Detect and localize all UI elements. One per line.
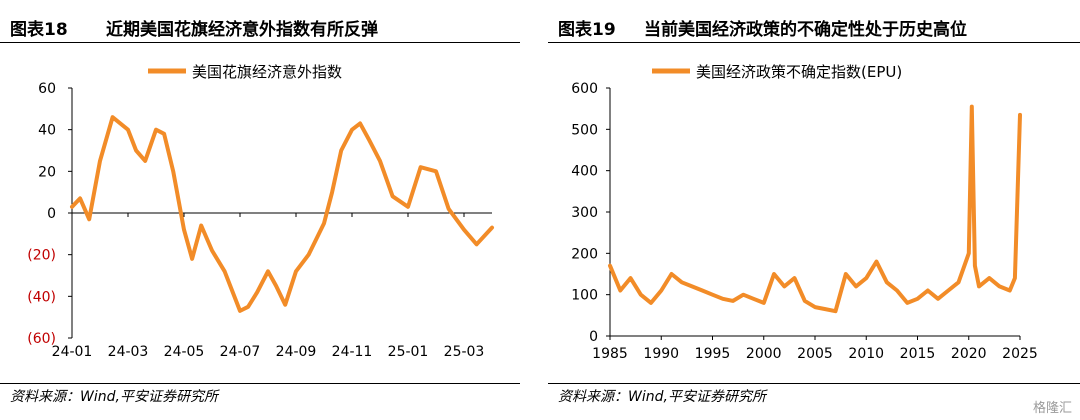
figure-label: 图表19 bbox=[558, 20, 616, 40]
source-note: 资料来源：Wind,平安证券研究所 bbox=[10, 389, 218, 405]
title-divider bbox=[0, 42, 520, 43]
watermark-logo: 格隆汇 bbox=[1032, 401, 1072, 416]
chart-panel-left: 图表18 近期美国花旗经济意外指数有所反弹 60 40 20 0 (20) (40) (60… bbox=[0, 0, 520, 420]
title-divider bbox=[548, 42, 1080, 43]
x-tick-label: 2005 bbox=[797, 346, 833, 362]
x-tick-label: 24-03 bbox=[108, 344, 149, 360]
x-tick-label: 25-01 bbox=[388, 344, 429, 360]
series-line bbox=[608, 104, 1022, 314]
y-tick-label: 40 bbox=[38, 123, 56, 139]
source-divider bbox=[548, 383, 1080, 384]
y-tick-label: 400 bbox=[571, 164, 598, 180]
x-tick-label: 24-09 bbox=[276, 344, 317, 360]
citi-surprise-chart: 60 40 20 0 (20) (40) (60)24-01 24-03 24-05 24-07 2… bbox=[27, 63, 494, 360]
x-tick-label: 2010 bbox=[848, 346, 884, 362]
x-tick-label: 24-01 bbox=[52, 344, 93, 360]
y-tick-label: 0 bbox=[47, 206, 56, 222]
figure-title-row: 图表19 当前美国经济政策的不确定性处于历史高位 bbox=[548, 10, 1080, 40]
x-tick-label: 2015 bbox=[900, 346, 936, 362]
figure-title-row: 图表18 近期美国花旗经济意外指数有所反弹 bbox=[0, 10, 520, 40]
figure-title: 当前美国经济政策的不确定性处于历史高位 bbox=[644, 20, 967, 40]
y-tick-label: 500 bbox=[571, 122, 598, 138]
legend-label: 美国花旗经济意外指数 bbox=[192, 63, 342, 81]
y-tick-label: (20) bbox=[27, 248, 56, 264]
y-tick-label: 300 bbox=[571, 205, 598, 221]
figure-label: 图表18 bbox=[10, 20, 68, 40]
y-tick-label: (60) bbox=[27, 331, 56, 347]
x-tick-label: 2020 bbox=[951, 346, 987, 362]
x-tick-label: 25-03 bbox=[444, 344, 485, 360]
x-tick-label: 2025 bbox=[1002, 346, 1038, 362]
y-tick-label: 20 bbox=[38, 164, 56, 180]
y-tick-label: 0 bbox=[589, 329, 598, 345]
x-tick-label: 24-11 bbox=[332, 344, 373, 360]
y-tick-label: 60 bbox=[38, 81, 56, 97]
x-tick-label: 24-07 bbox=[220, 344, 261, 360]
y-tick-label: 600 bbox=[571, 81, 598, 97]
figure-title: 近期美国花旗经济意外指数有所反弹 bbox=[106, 20, 378, 40]
x-tick-label: 1985 bbox=[592, 346, 628, 362]
x-tick-label: 1995 bbox=[695, 346, 731, 362]
source-divider bbox=[0, 383, 520, 384]
source-note: 资料来源：Wind,平安证券研究所 bbox=[558, 389, 766, 405]
chart-panel-right: 图表19 当前美国经济政策的不确定性处于历史高位 0 100 200 300 400 50… bbox=[548, 0, 1080, 420]
legend-label: 美国经济政策不确定指数(EPU) bbox=[696, 63, 902, 81]
x-tick-label: 1990 bbox=[643, 346, 679, 362]
y-tick-label: 100 bbox=[571, 288, 598, 304]
y-tick-label: (40) bbox=[27, 289, 56, 305]
x-tick-label: 24-05 bbox=[164, 344, 205, 360]
epu-chart: 0 100 200 300 400 500 600 1985 1990 1995 2000 2005 2… bbox=[571, 63, 1038, 362]
series-line bbox=[70, 115, 494, 313]
y-tick-label: 200 bbox=[571, 246, 598, 262]
x-tick-label: 2000 bbox=[746, 346, 782, 362]
